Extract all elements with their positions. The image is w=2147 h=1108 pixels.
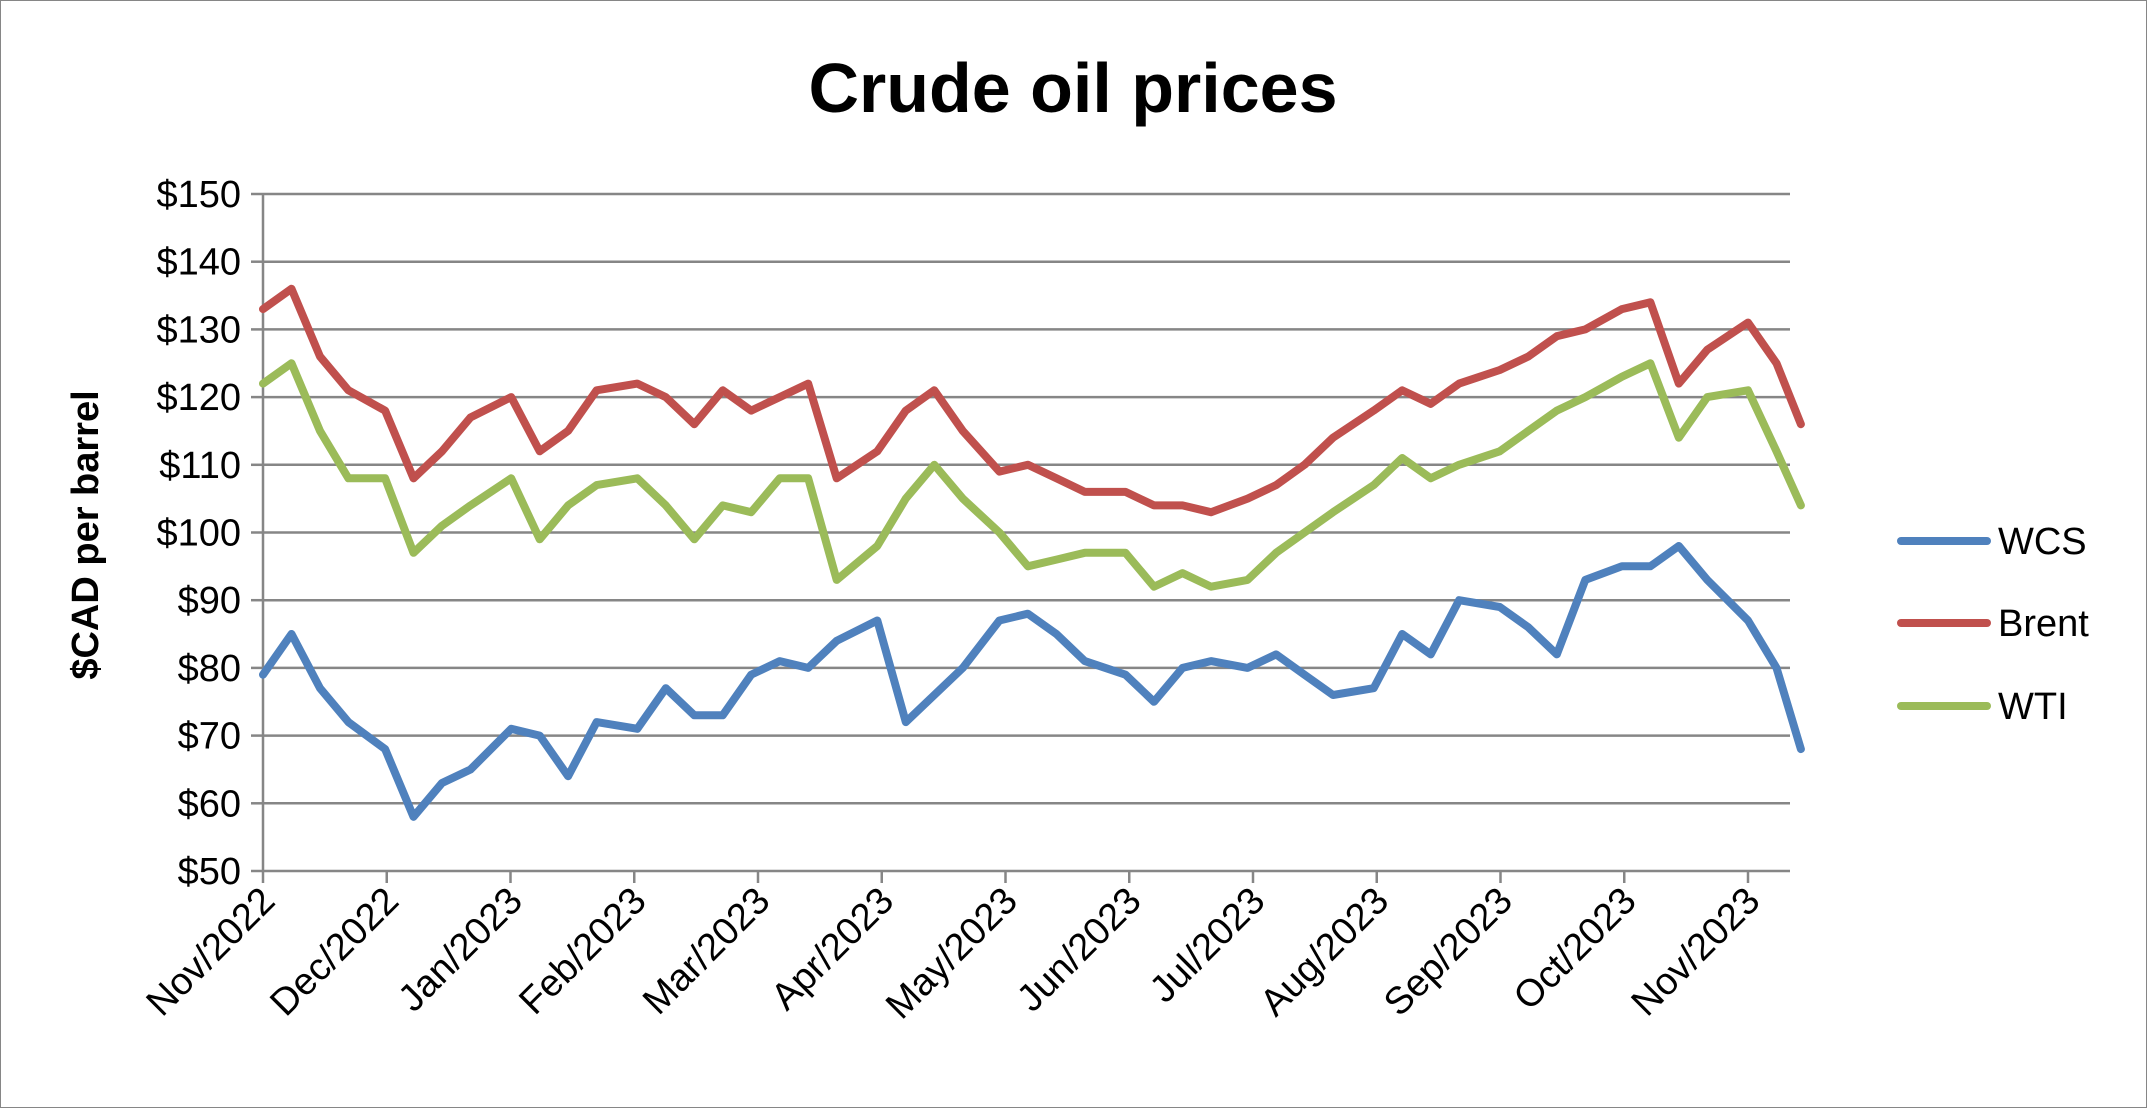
y-tick-label: $50 (178, 851, 241, 893)
x-tick-label: Feb/2023 (511, 880, 654, 1023)
x-tick-label: Oct/2023 (1506, 880, 1645, 1019)
y-tick-label: $150 (156, 174, 241, 216)
x-tick-label: May/2023 (878, 880, 1026, 1028)
y-tick-label: $140 (156, 242, 241, 284)
y-axis-label: $CAD per barrel (65, 390, 107, 679)
legend-label-wcs: WCS (1998, 521, 2087, 563)
axes (261, 194, 1790, 883)
x-tick-label: Aug/2023 (1252, 880, 1397, 1025)
chart-title: Crude oil prices (808, 49, 1337, 127)
x-tick-label: Mar/2023 (635, 880, 778, 1023)
y-tick-label: $120 (156, 377, 241, 419)
series-lines (259, 284, 1805, 821)
legend-label-wti: WTI (1998, 686, 2068, 728)
y-tick-label: $110 (159, 445, 241, 487)
x-tick-label: Dec/2022 (262, 880, 407, 1025)
y-tick-label: $90 (178, 580, 241, 622)
y-tick-label: $70 (178, 716, 241, 758)
x-tick-label: Jul/2023 (1142, 880, 1273, 1011)
y-tick-label: $130 (156, 309, 241, 351)
y-tick-label: $100 (156, 513, 241, 555)
legend-label-brent: Brent (1998, 603, 2089, 645)
x-tick-label: Nov/2022 (139, 880, 284, 1025)
x-tick-labels: Nov/2022Dec/2022Jan/2023Feb/2023Mar/2023… (139, 880, 1769, 1028)
x-tick-label: Jun/2023 (1009, 880, 1149, 1020)
x-tick-label: Nov/2023 (1624, 880, 1769, 1025)
series-line-wcs (259, 542, 1805, 821)
series-line-wti (259, 359, 1805, 591)
y-tick-label: $80 (178, 648, 241, 690)
y-tick-labels: $50 $60 $70 $80 $90 $100 $110 $120 $130 $140 $150 (156, 174, 241, 893)
gridlines (251, 192, 1790, 873)
x-tick-label: Sep/2023 (1376, 880, 1521, 1025)
series-line-brent (259, 284, 1805, 517)
y-tick-label: $60 (178, 783, 241, 825)
x-tick-label: Jan/2023 (391, 880, 531, 1020)
legend: WCS Brent WTI (1897, 521, 2089, 728)
